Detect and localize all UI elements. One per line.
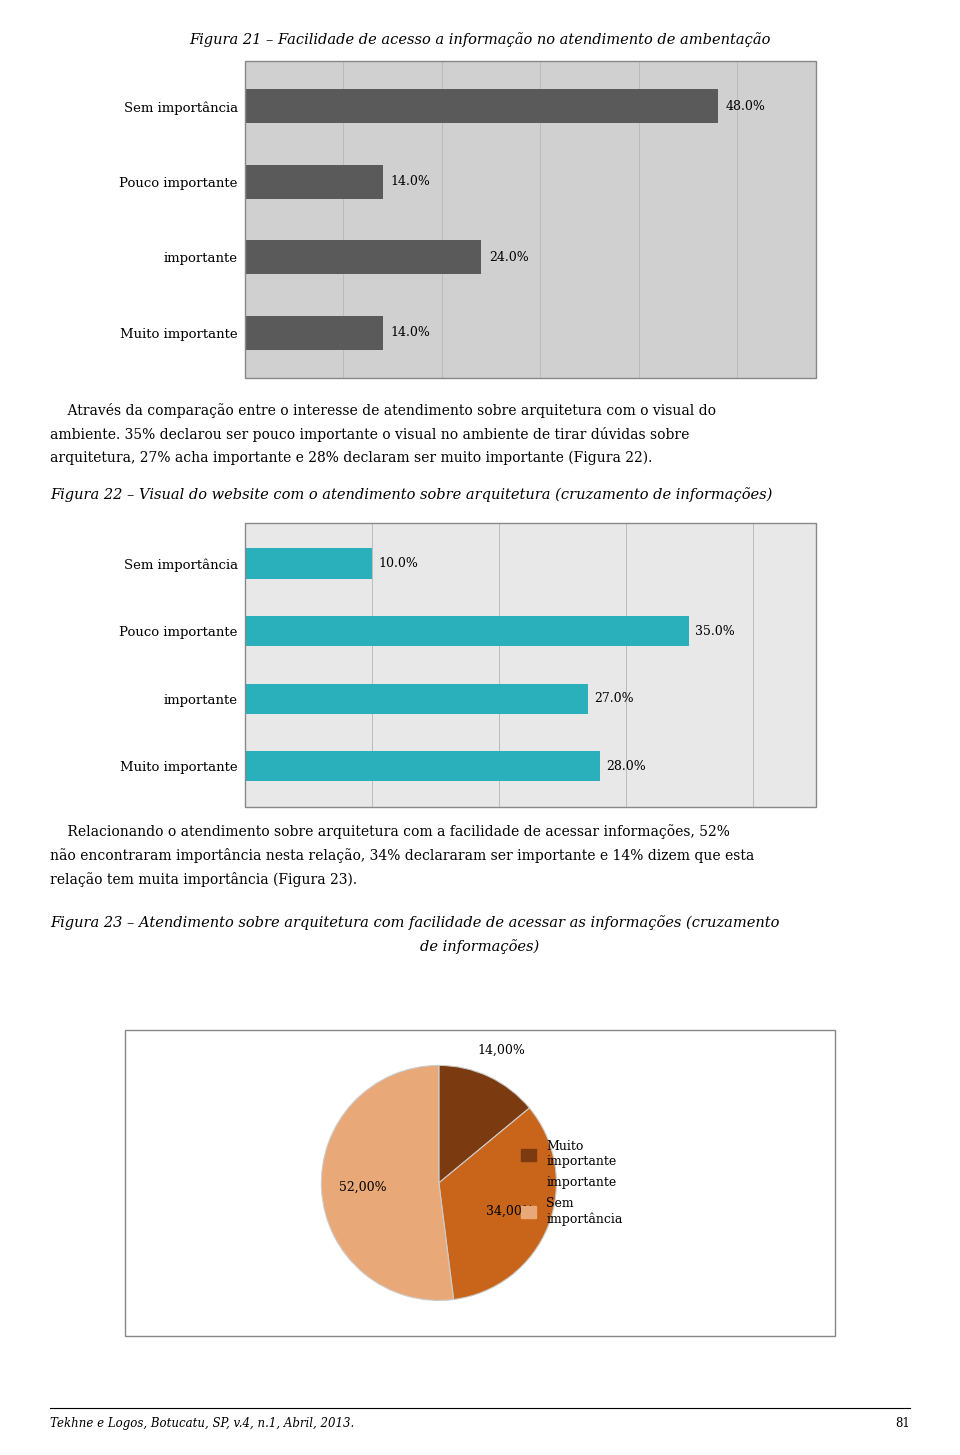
Text: 28.0%: 28.0% bbox=[607, 760, 646, 773]
Bar bbox=[245, 240, 481, 275]
Text: não encontraram importância nesta relação, 34% declararam ser importante e 14% d: não encontraram importância nesta relaçã… bbox=[50, 848, 755, 863]
Bar bbox=[245, 684, 588, 714]
Wedge shape bbox=[322, 1065, 453, 1301]
Text: Através da comparação entre o interesse de atendimento sobre arquitetura com o v: Através da comparação entre o interesse … bbox=[50, 403, 716, 418]
Text: 27.0%: 27.0% bbox=[594, 693, 634, 706]
Text: 52,00%: 52,00% bbox=[339, 1181, 387, 1195]
Text: arquitetura, 27% acha importante e 28% declaram ser muito importante (Figura 22): arquitetura, 27% acha importante e 28% d… bbox=[50, 451, 652, 466]
Bar bbox=[245, 751, 600, 781]
Text: 24.0%: 24.0% bbox=[489, 250, 529, 263]
Text: Figura 22 – Visual do website com o atendimento sobre arquitetura (cruzamento de: Figura 22 – Visual do website com o aten… bbox=[50, 487, 772, 502]
Text: de informações): de informações) bbox=[420, 940, 540, 954]
Bar bbox=[245, 164, 383, 199]
Text: 14.0%: 14.0% bbox=[391, 326, 430, 339]
Wedge shape bbox=[439, 1065, 529, 1183]
Text: relação tem muita importância (Figura 23).: relação tem muita importância (Figura 23… bbox=[50, 872, 357, 888]
Bar bbox=[245, 89, 717, 124]
Text: 14,00%: 14,00% bbox=[477, 1043, 525, 1056]
Wedge shape bbox=[439, 1109, 557, 1299]
Text: ambiente. 35% declarou ser pouco importante o visual no ambiente de tirar dúvida: ambiente. 35% declarou ser pouco importa… bbox=[50, 428, 689, 442]
Text: Relacionando o atendimento sobre arquitetura com a facilidade de acessar informa: Relacionando o atendimento sobre arquite… bbox=[50, 824, 730, 840]
Text: 14.0%: 14.0% bbox=[391, 176, 430, 189]
Text: Figura 21 – Facilidade de acesso a informação no atendimento de ambentação: Figura 21 – Facilidade de acesso a infor… bbox=[189, 32, 771, 47]
Text: 10.0%: 10.0% bbox=[378, 557, 418, 570]
Legend: Muito
importante, importante, Sem
importância: Muito importante, importante, Sem import… bbox=[521, 1141, 622, 1225]
Text: 81: 81 bbox=[896, 1417, 910, 1430]
Text: 48.0%: 48.0% bbox=[726, 100, 765, 113]
Text: Figura 23 – Atendimento sobre arquitetura com facilidade de acessar as informaçõ: Figura 23 – Atendimento sobre arquitetur… bbox=[50, 915, 780, 930]
Bar bbox=[245, 615, 689, 646]
Text: 35.0%: 35.0% bbox=[695, 624, 735, 637]
Text: 34,00%: 34,00% bbox=[486, 1205, 534, 1218]
Bar bbox=[245, 549, 372, 579]
Bar bbox=[245, 316, 383, 351]
Text: Tekhne e Logos, Botucatu, SP, v.4, n.1, Abril, 2013.: Tekhne e Logos, Botucatu, SP, v.4, n.1, … bbox=[50, 1417, 354, 1430]
